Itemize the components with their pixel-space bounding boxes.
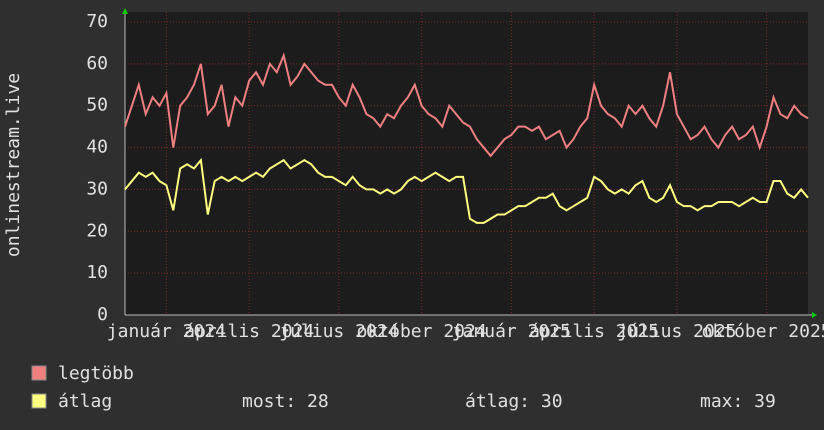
x-tick-label: január 2024 xyxy=(107,321,226,342)
legend-label: átlag xyxy=(58,391,112,412)
legend-swatch xyxy=(31,365,47,381)
axis-arrow xyxy=(812,312,817,318)
y-tick-label: 50 xyxy=(86,95,108,116)
plot-area xyxy=(125,12,808,315)
x-tick-label: április 2024 xyxy=(184,321,314,342)
legend-label: legtöbb xyxy=(58,363,134,384)
y-tick-label: 30 xyxy=(86,178,108,199)
x-tick-label: október 2024 xyxy=(357,321,487,342)
x-tick-label: január 2025 xyxy=(452,321,571,342)
x-tick-label: április 2025 xyxy=(529,321,659,342)
series-line xyxy=(124,157,809,224)
legend-swatch xyxy=(31,393,47,409)
stat: átlag: 30 xyxy=(465,391,563,412)
y-tick-label: 70 xyxy=(86,11,108,32)
stat: max: 39 xyxy=(700,391,776,412)
y-axis-label: onlinestream.live xyxy=(3,73,24,257)
y-tick-label: 0 xyxy=(97,304,108,325)
stat: most: 28 xyxy=(242,391,329,412)
y-tick-label: 60 xyxy=(86,53,108,74)
x-tick-label: október 2025 xyxy=(702,321,824,342)
axis-arrow xyxy=(122,8,128,14)
x-tick-label: július 2024 xyxy=(279,321,398,342)
series-line xyxy=(124,52,809,158)
x-tick-label: július 2025 xyxy=(617,321,736,342)
y-tick-label: 40 xyxy=(86,137,108,158)
y-tick-label: 20 xyxy=(86,220,108,241)
y-tick-label: 10 xyxy=(86,262,108,283)
